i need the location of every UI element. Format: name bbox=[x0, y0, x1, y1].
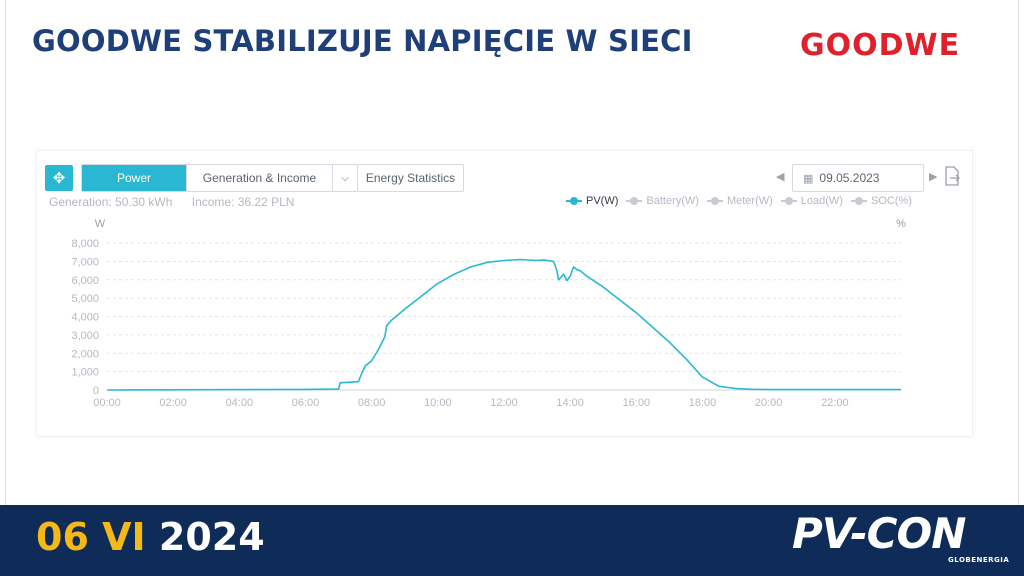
legend-marker-icon bbox=[850, 197, 867, 205]
y-tick-label: 0 bbox=[93, 385, 99, 397]
event-date-highlight: 06 VI bbox=[36, 515, 146, 559]
legend-item-1[interactable]: Battery(W) bbox=[626, 195, 699, 207]
pv-con-logo: PV-CON bbox=[792, 509, 966, 558]
event-date-year: 2024 bbox=[158, 515, 265, 559]
y-tick-label: 1,000 bbox=[71, 367, 99, 379]
page-title: GOODWE STABILIZUJE NAPIĘCIE W SIECI bbox=[32, 24, 693, 58]
x-tick-label: 18:00 bbox=[689, 397, 717, 409]
legend-item-4[interactable]: SOC(%) bbox=[850, 195, 912, 207]
y-axis-unit-left: W bbox=[95, 218, 106, 230]
x-tick-label: 06:00 bbox=[292, 397, 320, 409]
legend-label: SOC(%) bbox=[870, 195, 912, 207]
legend-label: Meter(W) bbox=[726, 195, 773, 207]
x-tick-label: 14:00 bbox=[556, 397, 584, 409]
legend-marker-icon bbox=[780, 197, 797, 205]
legend-item-2[interactable]: Meter(W) bbox=[706, 195, 773, 207]
export-icon[interactable] bbox=[944, 166, 960, 186]
tab-generation-income[interactable]: Generation & Income bbox=[187, 165, 333, 191]
move-icon[interactable]: ✥ bbox=[45, 165, 73, 191]
legend-marker-icon bbox=[706, 197, 723, 205]
x-tick-label: 08:00 bbox=[358, 397, 386, 409]
calendar-icon: ▦ bbox=[803, 171, 814, 185]
event-date: 06 VI 2024 bbox=[36, 515, 265, 559]
x-tick-label: 10:00 bbox=[424, 397, 452, 409]
legend-label: Battery(W) bbox=[646, 195, 699, 207]
generation-total: Generation: 50.30 kWh bbox=[49, 195, 173, 209]
legend-label: Load(W) bbox=[800, 195, 843, 207]
y-tick-label: 3,000 bbox=[71, 330, 99, 342]
x-tick-label: 02:00 bbox=[159, 397, 187, 409]
chart-legend: PV(W) Battery(W) Meter(W) Load(W) SOC(%) bbox=[566, 195, 912, 207]
generation-stats: Generation: 50.30 kWh Income: 36.22 PLN bbox=[49, 195, 310, 209]
series-line-pv bbox=[106, 258, 901, 391]
goodwe-logo: GOODWE bbox=[800, 28, 961, 63]
view-tabs: Power Generation & Income ⌵ bbox=[81, 164, 358, 192]
income-total: Income: 36.22 PLN bbox=[191, 195, 295, 209]
y-tick-label: 8,000 bbox=[71, 238, 99, 250]
date-value: 09.05.2023 bbox=[819, 171, 880, 185]
frame-border-left bbox=[5, 0, 6, 505]
chevron-right-icon[interactable]: ▶ bbox=[929, 170, 938, 183]
energy-statistics-button[interactable]: Energy Statistics bbox=[357, 164, 464, 192]
footer-bar bbox=[0, 505, 1024, 576]
legend-marker-icon bbox=[626, 197, 643, 205]
chevron-down-icon[interactable]: ⌵ bbox=[341, 172, 349, 184]
pv-power-chart: W % 0 1,000 2,000 3,000 4,000 5,000 6,000 7,000 8,… bbox=[71, 218, 906, 409]
legend-marker-icon bbox=[566, 197, 582, 205]
y-tick-label: 7,000 bbox=[71, 256, 99, 268]
legend-item-0[interactable]: PV(W) bbox=[566, 195, 618, 207]
y-tick-label: 5,000 bbox=[71, 293, 99, 305]
frame-border-right bbox=[1018, 0, 1019, 505]
y-tick-label: 4,000 bbox=[71, 312, 99, 324]
x-tick-label: 22:00 bbox=[821, 397, 849, 409]
y-axis-unit-right: % bbox=[896, 218, 906, 230]
x-tick-label: 20:00 bbox=[755, 397, 783, 409]
pv-con-logo-subtitle: GLOBENERGIA bbox=[948, 556, 1010, 564]
x-tick-label: 00:00 bbox=[93, 397, 121, 409]
date-picker[interactable]: ▦ 09.05.2023 bbox=[792, 164, 924, 192]
y-tick-label: 6,000 bbox=[71, 275, 99, 287]
legend-label: PV(W) bbox=[586, 195, 619, 207]
x-tick-label: 04:00 bbox=[226, 397, 254, 409]
tab-power[interactable]: Power bbox=[82, 165, 187, 191]
y-tick-label: 2,000 bbox=[71, 348, 99, 360]
chevron-left-icon[interactable]: ◀ bbox=[776, 170, 785, 183]
x-tick-label: 16:00 bbox=[623, 397, 651, 409]
x-tick-label: 12:00 bbox=[490, 397, 518, 409]
legend-item-3[interactable]: Load(W) bbox=[780, 195, 843, 207]
